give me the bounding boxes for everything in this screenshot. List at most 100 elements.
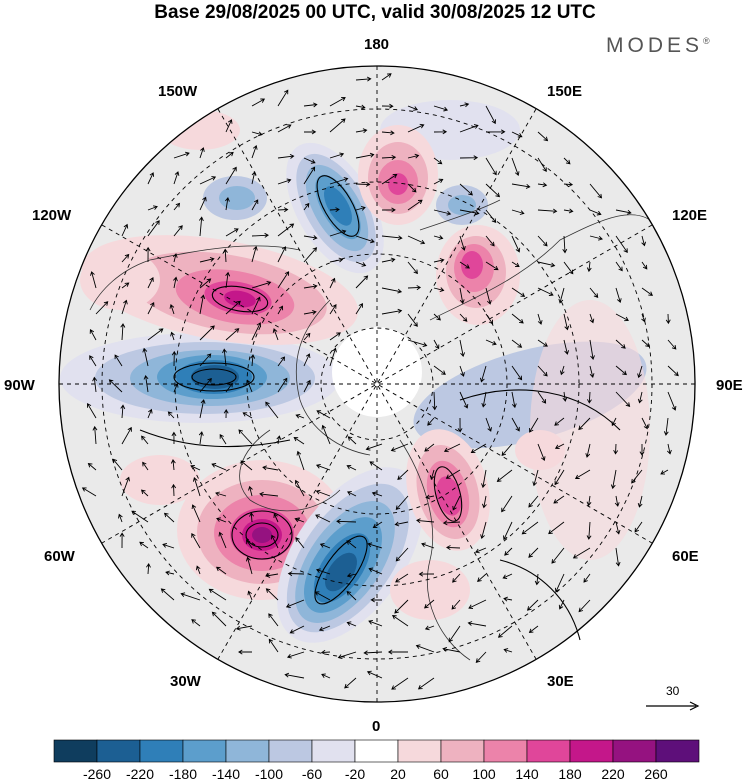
wind-vector xyxy=(371,491,383,497)
wind-vector xyxy=(459,235,466,251)
wind-vector xyxy=(528,547,539,558)
wind-vector xyxy=(346,572,357,578)
wind-vector xyxy=(528,495,539,508)
wind-vector xyxy=(251,280,272,289)
wind-vector xyxy=(277,124,292,133)
wind-vector xyxy=(173,171,180,185)
wind-vector xyxy=(262,465,279,471)
wind-vector xyxy=(485,261,499,271)
wind-vector xyxy=(563,313,570,331)
wind-vector xyxy=(365,443,383,451)
colorbar-label: 180 xyxy=(558,766,582,782)
wind-vector xyxy=(459,391,469,409)
wind-vector xyxy=(303,235,318,241)
wind-vector xyxy=(554,573,565,593)
wind-vector xyxy=(225,271,231,289)
wind-vector xyxy=(589,313,595,324)
wind-vector xyxy=(277,305,284,315)
wind-vector xyxy=(459,365,465,377)
wind-vector xyxy=(329,304,337,315)
wind-vector xyxy=(511,313,524,324)
wind-vector xyxy=(242,412,253,419)
wind-vector xyxy=(496,469,513,482)
wind-vector xyxy=(198,216,204,237)
wind-vector xyxy=(90,271,97,289)
wind-vector xyxy=(170,331,175,341)
wind-vector xyxy=(562,391,568,402)
wind-vector xyxy=(251,199,259,211)
wind-vector xyxy=(346,591,357,601)
wind-vector xyxy=(553,495,565,504)
wind-vector xyxy=(114,354,123,367)
wind-vector xyxy=(395,547,409,562)
wind-vector xyxy=(433,258,445,263)
wind-vector xyxy=(320,649,331,655)
wind-vector xyxy=(314,591,331,601)
wind-vector xyxy=(407,313,418,327)
wind-vector xyxy=(147,408,153,419)
wind-vector xyxy=(199,278,212,289)
wind-vector xyxy=(303,202,310,211)
wind-vector xyxy=(303,332,311,341)
wind-vector xyxy=(433,178,444,185)
lon-label-60e: 60E xyxy=(672,548,699,565)
pos-atl-l6 xyxy=(252,527,272,543)
wind-vector xyxy=(474,547,487,554)
wind-vector xyxy=(537,339,548,347)
wind-vector xyxy=(316,410,331,419)
wind-vector xyxy=(532,469,539,487)
wind-vector xyxy=(511,287,526,297)
meridian-60w-120e xyxy=(101,224,653,544)
wind-vector xyxy=(615,547,621,567)
wind-vector xyxy=(381,308,403,315)
wind-vector xyxy=(615,209,632,215)
wind-vector xyxy=(381,207,396,213)
wind-vector xyxy=(372,521,383,528)
lon-label-120w: 120W xyxy=(32,207,72,224)
wind-vector xyxy=(251,232,269,238)
pos-pac-l4 xyxy=(388,173,408,195)
wind-vector xyxy=(367,542,383,549)
wind-vector xyxy=(459,287,465,305)
wind-vector xyxy=(87,462,97,471)
wind-vector xyxy=(415,644,435,653)
wind-vector xyxy=(277,178,292,185)
stream-can xyxy=(211,285,269,313)
wind-vector xyxy=(442,646,461,653)
wind-vector xyxy=(615,391,631,407)
wind-vector xyxy=(639,444,645,456)
wind-vector xyxy=(511,131,523,138)
coast-greenland xyxy=(295,299,371,456)
wind-vector xyxy=(613,443,619,455)
wind-vector xyxy=(459,261,470,269)
wind-vector xyxy=(433,105,449,112)
wind-vector xyxy=(370,597,383,603)
wind-vector xyxy=(329,257,344,263)
wind-vector xyxy=(481,469,487,489)
stream-atl-2 xyxy=(245,522,279,548)
wind-vector xyxy=(459,313,468,322)
lon-label-150e: 150E xyxy=(547,83,583,100)
reference-vector-label: 30 xyxy=(666,684,680,698)
wind-vector xyxy=(504,547,513,556)
lon-label-0: 0 xyxy=(372,718,381,735)
wind-vector xyxy=(407,123,425,133)
wind-vector xyxy=(551,547,565,564)
wind-vector xyxy=(225,328,240,341)
wind-vector xyxy=(87,402,97,419)
colorbar-label: -220 xyxy=(125,766,155,782)
wind-vector xyxy=(572,547,591,559)
wind-vector xyxy=(395,573,409,583)
wind-vector xyxy=(265,573,279,578)
wind-vector xyxy=(163,512,175,523)
wind-vector xyxy=(391,677,409,690)
lon-label-150w: 150W xyxy=(158,83,198,100)
wind-vector xyxy=(666,443,672,455)
wind-vector xyxy=(246,379,253,393)
wind-vector xyxy=(511,235,521,253)
wind-vector xyxy=(346,540,357,549)
wind-vector xyxy=(563,208,574,214)
registered-mark: ® xyxy=(703,36,710,46)
wind-vector xyxy=(641,235,647,247)
wind-vector xyxy=(443,443,461,453)
